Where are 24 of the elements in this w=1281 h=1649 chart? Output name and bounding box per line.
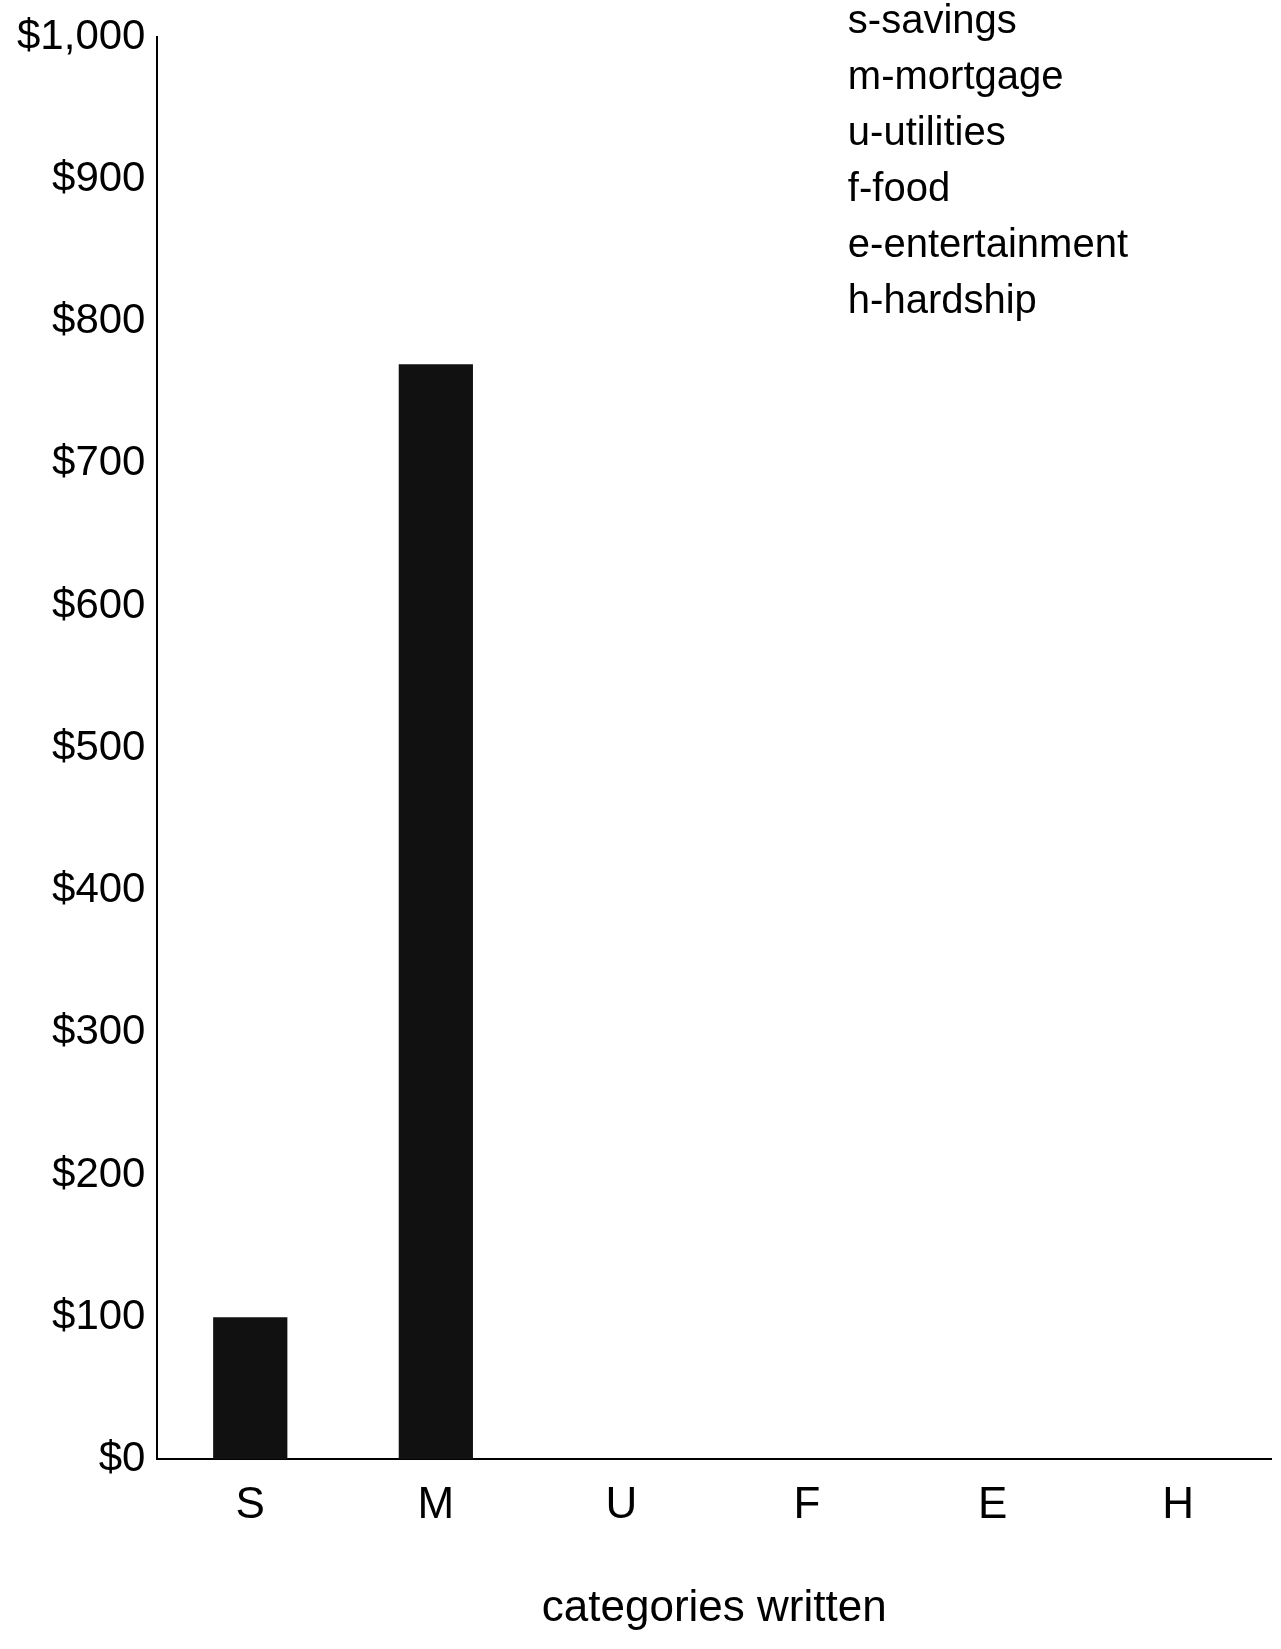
x-tick-label: U <box>605 1477 638 1527</box>
y-tick-label: $0 <box>98 1432 146 1480</box>
y-tick-label: $400 <box>52 864 146 912</box>
y-tick-label: $500 <box>52 721 146 769</box>
x-tick-label: M <box>417 1477 455 1527</box>
annotation: e-entertainment <box>847 221 1129 266</box>
x-tick-label: F <box>793 1477 821 1527</box>
x-axis-title: categories written <box>541 1580 887 1630</box>
annotation: u-utilities <box>847 109 1006 154</box>
annotation: s-savings <box>847 0 1017 42</box>
y-tick-label: $100 <box>52 1290 146 1338</box>
x-tick-label: E <box>977 1477 1008 1527</box>
y-tick-label: $300 <box>52 1006 146 1054</box>
x-tick-label: S <box>235 1477 265 1527</box>
annotation: h-hardship <box>847 277 1037 322</box>
x-tick-label: H <box>1162 1477 1195 1527</box>
annotation: f-food <box>847 165 951 210</box>
y-tick-label: $700 <box>52 437 146 485</box>
y-tick-label: $600 <box>52 579 146 627</box>
y-tick-label: $800 <box>52 295 146 343</box>
y-tick-label: $1,000 <box>16 10 146 58</box>
annotation: m-mortgage <box>847 53 1064 98</box>
y-tick-label: $200 <box>52 1148 146 1196</box>
y-tick-label: $900 <box>52 153 146 200</box>
